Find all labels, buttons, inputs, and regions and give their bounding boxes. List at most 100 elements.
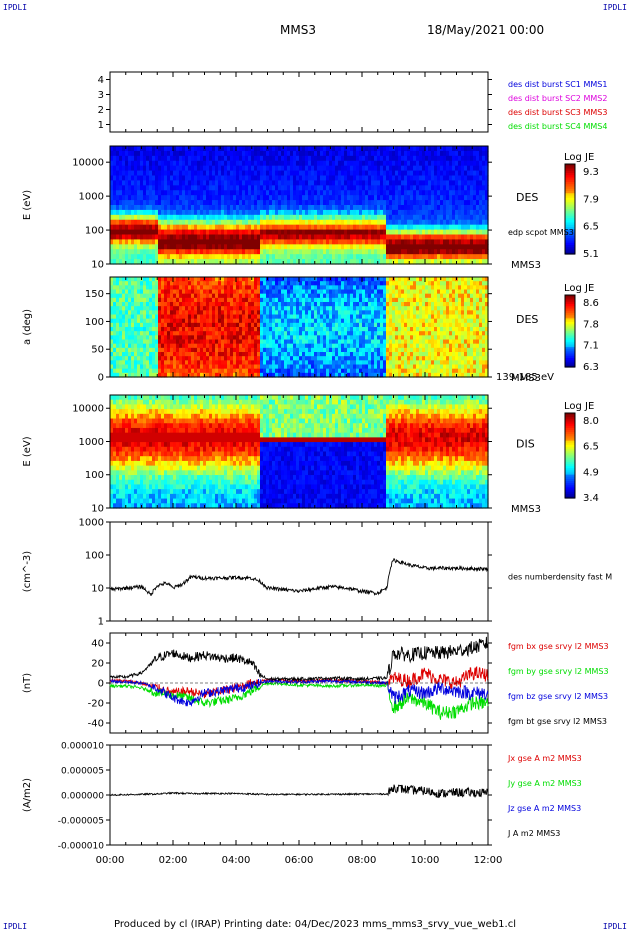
heat-cell (146, 224, 150, 231)
heat-cell (311, 165, 315, 172)
heat-cell (239, 180, 243, 186)
heat-cell (221, 200, 225, 206)
heat-cell (311, 219, 315, 226)
heat-cell (137, 150, 141, 157)
heat-cell (215, 281, 219, 286)
heat-cell (233, 356, 237, 361)
heat-cell (275, 306, 279, 311)
heat-cell (323, 356, 327, 361)
heat-cell (134, 180, 138, 186)
heat-cell (305, 281, 309, 286)
heat-cell (137, 331, 141, 336)
heat-cell (425, 195, 429, 201)
heat-cell (194, 205, 198, 211)
heat-cell (320, 364, 324, 370)
heat-cell (179, 339, 183, 345)
heat-cell (332, 155, 336, 162)
heat-cell (137, 190, 141, 196)
heat-cell (164, 180, 168, 186)
heat-cell (281, 335, 285, 341)
heat-cell (236, 214, 240, 221)
heat-cell (170, 205, 174, 211)
heat-cell (263, 200, 267, 206)
heat-cell (125, 302, 129, 307)
heat-cell (320, 224, 324, 231)
heat-cell (224, 293, 228, 299)
heat-cell (263, 356, 267, 361)
heat-cell (155, 200, 159, 206)
heat-cell (419, 214, 423, 221)
heat-cell (317, 190, 321, 196)
heat-cell (293, 302, 297, 307)
heat-cell (170, 200, 174, 206)
heat-cell (266, 170, 270, 177)
heat-cell (266, 175, 270, 182)
heat-cell (188, 343, 192, 349)
heat-cell (464, 254, 468, 260)
heat-cell (224, 249, 228, 255)
heat-cell (239, 146, 243, 152)
heat-cell (368, 209, 372, 216)
heat-cell (116, 343, 120, 349)
heat-cell (260, 200, 264, 206)
heat-cell (131, 175, 135, 182)
heat-cell (248, 289, 252, 295)
heat-cell (179, 259, 183, 265)
heat-cell (110, 347, 114, 353)
heat-cell (410, 170, 414, 177)
heat-cell (260, 310, 264, 316)
heat-cell (272, 249, 276, 255)
heat-cell (302, 297, 306, 303)
heat-cell (197, 289, 201, 295)
heat-cell (458, 165, 462, 172)
heat-cell (368, 229, 372, 236)
heat-cell (419, 254, 423, 260)
heat-cell (257, 239, 261, 245)
heat-cell (401, 175, 405, 182)
heat-cell (275, 310, 279, 316)
heat-cell (482, 165, 486, 172)
heat-cell (353, 190, 357, 196)
heat-cell (152, 318, 156, 324)
heat-cell (155, 209, 159, 216)
heat-cell (347, 254, 351, 260)
heat-cell (407, 170, 411, 177)
heat-cell (152, 254, 156, 260)
heat-cell (236, 335, 240, 341)
heat-cell (116, 195, 120, 201)
heat-cell (158, 347, 162, 353)
heat-cell (260, 224, 264, 231)
heat-cell (410, 205, 414, 211)
heat-cell (185, 327, 189, 332)
heat-cell (257, 347, 261, 353)
heat-cell (209, 372, 213, 378)
heat-cell (305, 224, 309, 231)
heat-cell (215, 209, 219, 216)
heat-cell (482, 209, 486, 216)
heat-cell (383, 155, 387, 162)
heat-cell (131, 356, 135, 361)
heat-cell (266, 185, 270, 191)
heat-cell (242, 195, 246, 201)
heat-cell (110, 306, 114, 311)
heat-cell (158, 244, 162, 250)
heat-cell (365, 200, 369, 206)
heat-cell (257, 150, 261, 157)
heat-cell (299, 254, 303, 260)
heat-cell (185, 331, 189, 336)
heat-cell (350, 190, 354, 196)
heat-cell (296, 302, 300, 307)
heat-cell (389, 229, 393, 236)
heat-cell (182, 352, 186, 357)
heat-cell (320, 289, 324, 295)
heat-cell (143, 356, 147, 361)
heat-cell (389, 234, 393, 241)
heat-cell (119, 195, 123, 201)
heat-cell (302, 322, 306, 328)
heat-cell (332, 249, 336, 255)
heat-cell (377, 175, 381, 182)
heat-cell (311, 234, 315, 241)
heat-cell (194, 234, 198, 241)
heat-cell (386, 200, 390, 206)
heat-cell (179, 306, 183, 311)
